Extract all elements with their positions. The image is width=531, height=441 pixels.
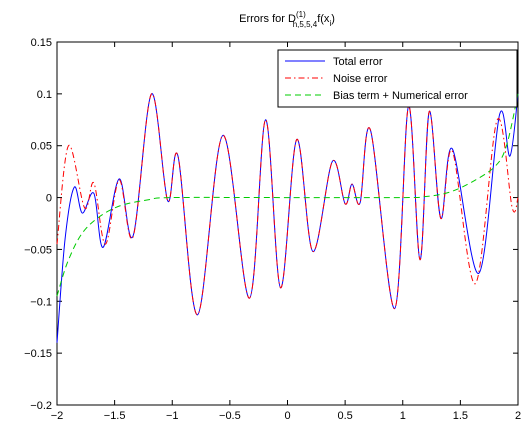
y-tick-label: −0.15 (24, 348, 52, 360)
title-rest-sub: i (329, 19, 331, 28)
series-line (56, 93, 519, 297)
y-tick-label: −0.05 (24, 244, 52, 256)
x-tick-label: −0.5 (219, 410, 241, 422)
y-tick-label: 0 (46, 193, 52, 205)
x-tick-label: 2 (515, 410, 521, 422)
title-end: ) (331, 13, 335, 25)
x-tick-label: −1 (166, 410, 179, 422)
x-tick-label: 0.5 (337, 410, 352, 422)
y-tick-label: −0.1 (30, 296, 52, 308)
y-tick-label: 0.05 (31, 141, 52, 153)
title-sub: h,5,5,4 (293, 20, 318, 29)
y-tick-label: −0.2 (30, 400, 52, 412)
chart-title: Errors for D(1) h,5,5,4f(xi) (239, 10, 335, 29)
title-sup: (1) (296, 10, 306, 19)
x-tick-label: 1 (400, 410, 406, 422)
legend-label: Noise error (333, 73, 388, 85)
x-tick-label: 0 (284, 410, 290, 422)
y-tick-label: 0.1 (37, 89, 52, 101)
title-rest: f(x (317, 13, 330, 25)
series-line (56, 93, 519, 316)
x-tick-label: 1.5 (453, 410, 468, 422)
title-text: Errors for D (239, 13, 296, 25)
y-tick-label: 0.15 (31, 37, 52, 49)
x-tick-label: −2 (51, 410, 64, 422)
x-tick-label: −1.5 (104, 410, 126, 422)
legend-label: Total error (333, 56, 383, 68)
legend-label: Bias term + Numerical error (333, 90, 468, 102)
